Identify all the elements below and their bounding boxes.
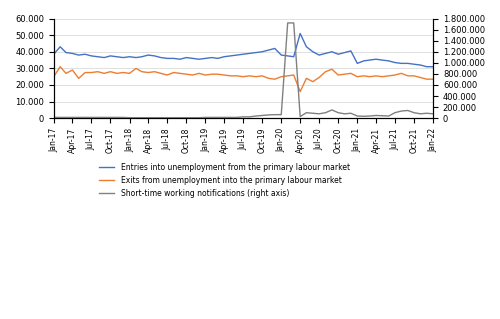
Line: Short-time working notifications (right axis): Short-time working notifications (right … bbox=[54, 23, 433, 118]
Line: Entries into unemployment from the primary labour market: Entries into unemployment from the prima… bbox=[54, 33, 433, 67]
Line: Exits from unemployment into the primary labour market: Exits from unemployment into the primary… bbox=[54, 67, 433, 92]
Legend: Entries into unemployment from the primary labour market, Exits from unemploymen: Entries into unemployment from the prima… bbox=[96, 160, 353, 201]
